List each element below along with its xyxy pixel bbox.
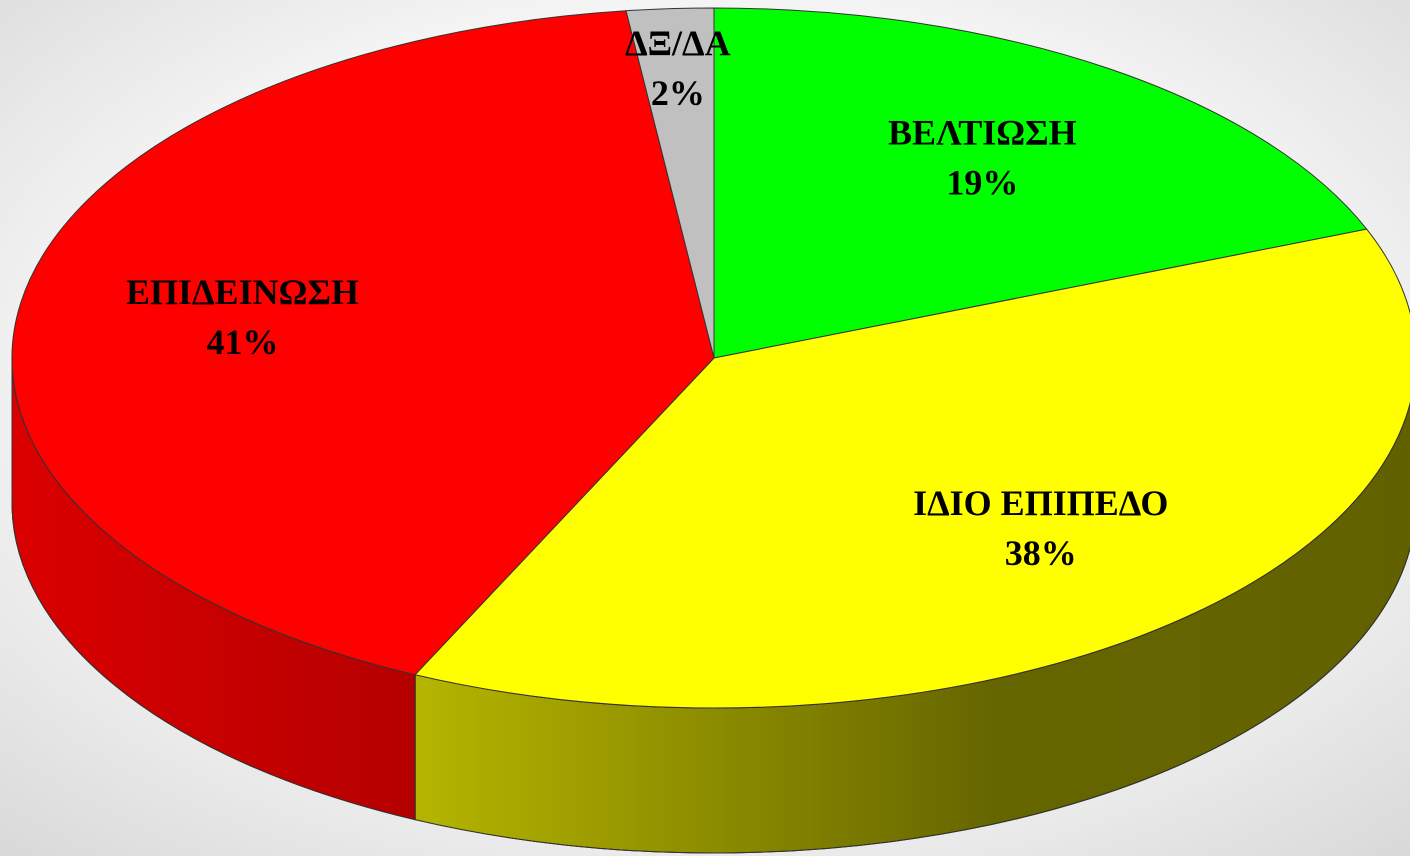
slice-category-label: ΔΞ/ΔΑ xyxy=(625,23,731,63)
slice-value-label: 41% xyxy=(207,322,279,362)
slice-category-label: ΕΠΙΔΕΙΝΩΣΗ xyxy=(126,272,359,312)
slice-value-label: 19% xyxy=(946,162,1018,202)
slice-category-label: ΙΔΙΟ ΕΠΙΠΕΔΟ xyxy=(913,483,1168,523)
slice-category-label: ΒΕΛΤΙΩΣΗ xyxy=(888,112,1077,152)
slice xyxy=(11,10,715,676)
slice-value-label: 2% xyxy=(651,73,705,113)
slice xyxy=(414,228,1410,709)
slice-value-label: 38% xyxy=(1005,533,1077,573)
slice xyxy=(625,7,715,359)
slice xyxy=(713,7,1368,359)
